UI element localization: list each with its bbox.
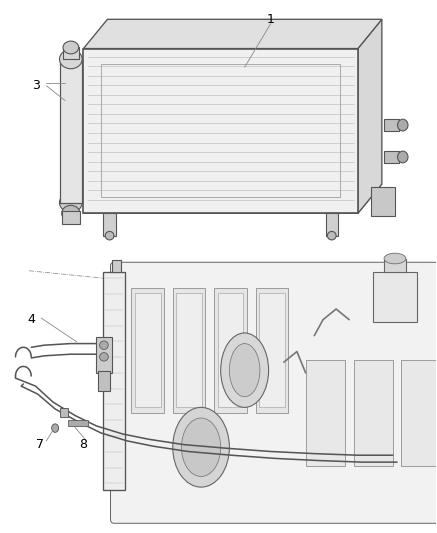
Polygon shape xyxy=(83,184,382,213)
Bar xyxy=(384,119,399,131)
Ellipse shape xyxy=(52,424,59,432)
Bar xyxy=(384,151,399,163)
Ellipse shape xyxy=(105,231,114,240)
Text: 7: 7 xyxy=(36,438,44,451)
Bar xyxy=(103,272,125,490)
Text: 4: 4 xyxy=(27,313,35,326)
Ellipse shape xyxy=(100,341,108,350)
Ellipse shape xyxy=(63,41,79,54)
Bar xyxy=(173,288,205,413)
Ellipse shape xyxy=(59,193,82,212)
Bar xyxy=(305,360,345,466)
Bar xyxy=(59,408,68,417)
Ellipse shape xyxy=(384,253,406,264)
Ellipse shape xyxy=(181,418,221,477)
Bar xyxy=(354,360,393,466)
Bar xyxy=(104,213,116,236)
Bar xyxy=(59,59,82,203)
Bar xyxy=(371,187,395,216)
Polygon shape xyxy=(358,19,382,213)
Ellipse shape xyxy=(327,231,336,240)
Text: 3: 3 xyxy=(31,79,39,92)
Bar xyxy=(402,360,437,466)
FancyBboxPatch shape xyxy=(111,262,437,523)
Ellipse shape xyxy=(59,50,82,69)
Bar xyxy=(326,213,338,236)
Ellipse shape xyxy=(221,333,269,407)
Bar xyxy=(62,211,80,224)
Bar xyxy=(98,371,110,391)
Ellipse shape xyxy=(398,151,408,163)
Ellipse shape xyxy=(229,344,260,397)
Text: 8: 8 xyxy=(80,438,87,451)
Bar xyxy=(373,272,417,322)
Bar xyxy=(259,293,285,407)
Bar xyxy=(83,49,358,213)
Bar xyxy=(96,337,112,373)
Bar xyxy=(135,293,160,407)
Bar xyxy=(256,288,288,413)
Bar xyxy=(68,419,88,426)
Ellipse shape xyxy=(173,407,229,487)
Bar xyxy=(214,288,247,413)
Text: 1: 1 xyxy=(267,13,275,26)
Ellipse shape xyxy=(398,119,408,131)
Bar xyxy=(63,47,79,59)
Bar xyxy=(132,288,164,413)
Bar xyxy=(384,259,406,272)
Ellipse shape xyxy=(100,353,108,361)
Ellipse shape xyxy=(62,205,80,221)
Bar xyxy=(101,64,340,197)
Bar xyxy=(176,293,202,407)
Bar xyxy=(112,260,121,272)
Bar xyxy=(218,293,243,407)
Polygon shape xyxy=(83,19,382,49)
